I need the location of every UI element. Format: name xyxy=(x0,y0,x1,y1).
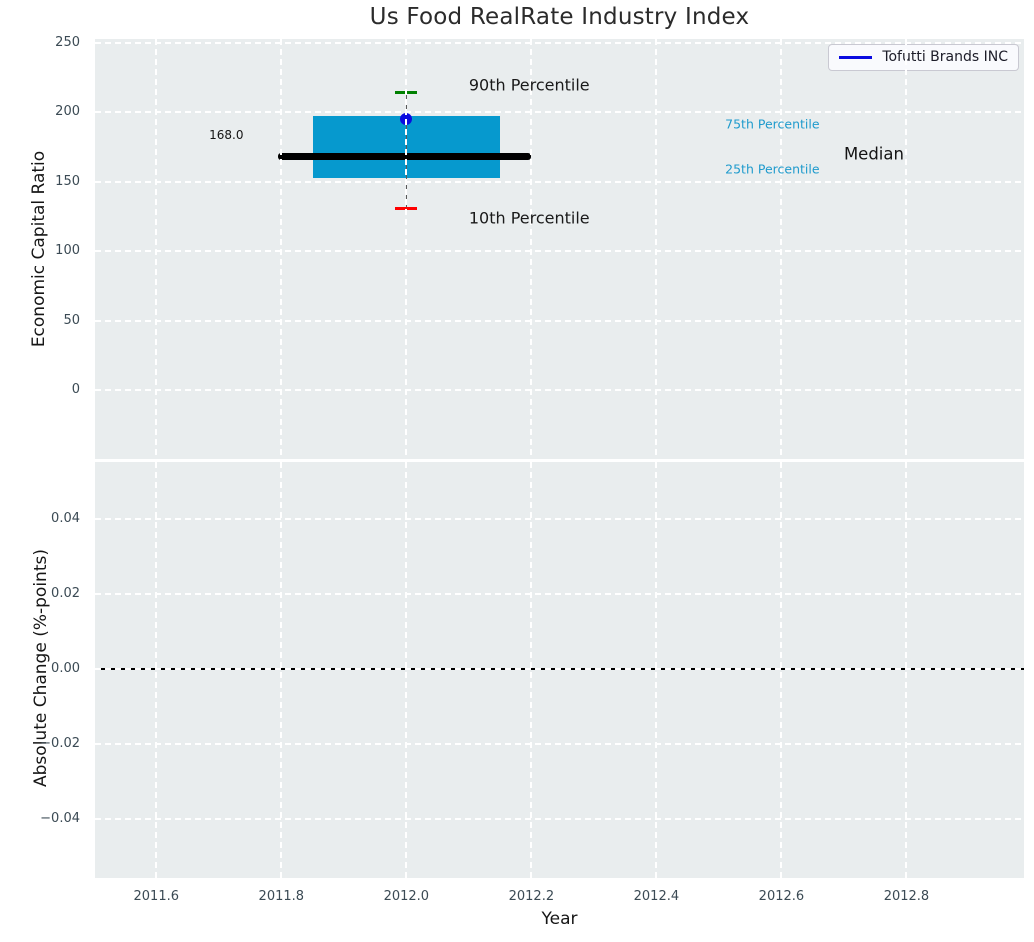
x-tick-label: 2012.0 xyxy=(383,889,430,904)
y-tick-label: −0.04 xyxy=(40,811,80,827)
bottom-axes xyxy=(95,462,1024,878)
x-tick-label: 2011.6 xyxy=(133,889,180,904)
gridline-y xyxy=(95,818,1024,821)
gridline-y xyxy=(95,593,1024,596)
gridline-y xyxy=(95,388,1024,391)
x-tick-label: 2012.4 xyxy=(633,889,680,904)
gridline-y xyxy=(95,319,1024,322)
x-tick-label: 2012.6 xyxy=(758,889,805,904)
gridline-y xyxy=(95,41,1024,44)
y-tick-label: 0 xyxy=(71,381,80,397)
legend: Tofutti Brands INC xyxy=(828,44,1019,71)
gridline-x xyxy=(905,39,908,459)
annotation-25th-percentile: 25th Percentile xyxy=(725,161,820,177)
y-tick-label: 200 xyxy=(55,104,80,120)
annotation-75th-percentile: 75th Percentile xyxy=(725,116,820,132)
median-line xyxy=(278,153,532,161)
x-tick-label: 2012.2 xyxy=(508,889,555,904)
legend-line-sample xyxy=(839,55,873,59)
legend-label: Tofutti Brands INC xyxy=(882,49,1008,65)
annotation-10th-percentile: 10th Percentile xyxy=(468,208,590,228)
gridline-y xyxy=(95,250,1024,253)
top-axes: Tofutti Brands INC 90th Percentile 10th P… xyxy=(95,39,1024,459)
x-tick-label: 2012.8 xyxy=(883,889,930,904)
gridline-x xyxy=(655,39,658,459)
gridline-x xyxy=(280,39,283,459)
gridline-y xyxy=(95,743,1024,746)
y-tick-label: 100 xyxy=(55,243,80,259)
gridline-x xyxy=(530,39,533,459)
y-tick-label: 0.00 xyxy=(51,661,80,677)
gridline-x xyxy=(155,39,158,459)
gridline-y xyxy=(95,111,1024,114)
y-tick-label: 0.04 xyxy=(51,511,80,527)
gridline-y xyxy=(95,180,1024,183)
gridline-y xyxy=(95,518,1024,521)
y-tick-label: 250 xyxy=(55,34,80,50)
annotation-90th-percentile: 90th Percentile xyxy=(468,75,590,95)
y-tick-label: 150 xyxy=(55,173,80,189)
x-axis-label: Year xyxy=(541,909,578,929)
y-tick-label: 0.02 xyxy=(51,586,80,602)
gridline-x xyxy=(405,39,408,459)
y-tick-label: 50 xyxy=(63,312,80,328)
gridline-x xyxy=(780,39,783,459)
annotation-median: Median xyxy=(843,144,904,164)
chart-title: Us Food RealRate Industry Index xyxy=(369,4,750,30)
x-tick-label: 2011.8 xyxy=(258,889,305,904)
gridline-y xyxy=(95,668,1024,671)
annotation-168-0: 168.0 xyxy=(209,127,244,142)
y-tick-label: −0.02 xyxy=(40,736,80,752)
